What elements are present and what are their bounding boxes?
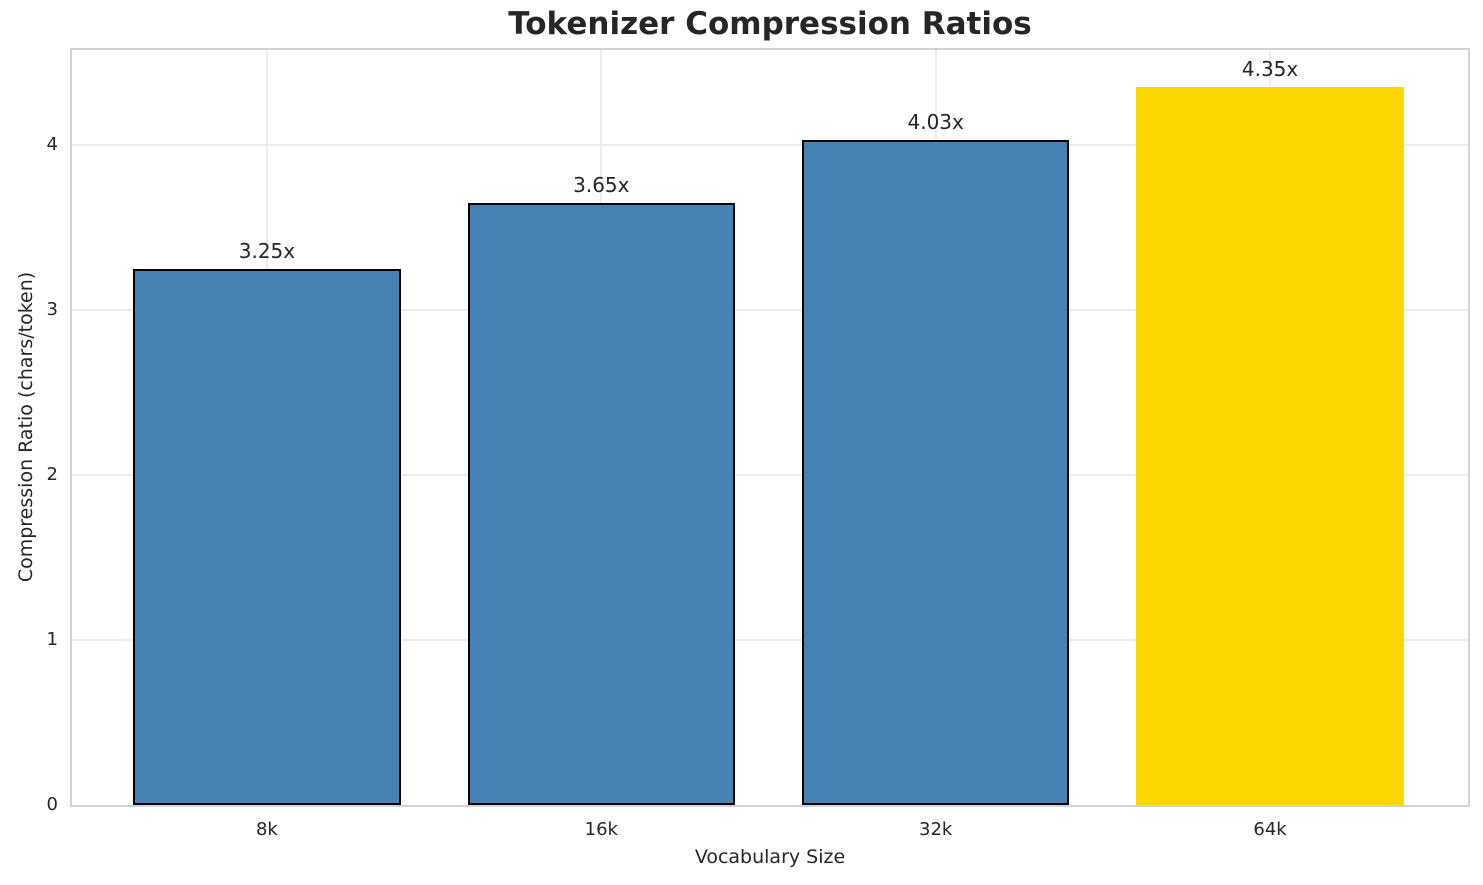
x-axis-label: Vocabulary Size xyxy=(694,846,846,868)
bar-value-label-16k: 3.65x xyxy=(573,172,630,197)
bar-8k xyxy=(133,268,401,805)
x-tick-label-32k: 32k xyxy=(919,819,953,840)
gridline-y-4 xyxy=(72,144,1468,147)
plot-area: 3.25x 3.65x 4.03x 4.35x xyxy=(70,48,1470,807)
gridline-y-1 xyxy=(72,639,1468,641)
bar-16k xyxy=(467,202,736,805)
bar-value-label-32k: 4.03x xyxy=(907,110,964,135)
y-tick-label-3: 3 xyxy=(46,299,58,321)
bar-64k xyxy=(1136,87,1404,805)
chart-title: Tokenizer Compression Ratios xyxy=(508,6,1032,42)
bar-32k xyxy=(801,140,1070,805)
bar-value-label-8k: 3.25x xyxy=(238,238,296,263)
bar-value-label-64k: 4.35x xyxy=(1241,57,1299,82)
x-tick-label-16k: 16k xyxy=(584,819,618,840)
x-tick-label-64k: 64k xyxy=(1253,819,1287,840)
y-tick-label-4: 4 xyxy=(46,134,58,156)
gridline-y-2 xyxy=(72,474,1468,477)
y-tick-label-0: 0 xyxy=(46,794,58,815)
x-tick-label-8k: 8k xyxy=(255,819,278,840)
y-tick-label-1: 1 xyxy=(46,629,58,650)
gridline-y-3 xyxy=(72,309,1468,312)
y-tick-label-2: 2 xyxy=(46,464,58,486)
